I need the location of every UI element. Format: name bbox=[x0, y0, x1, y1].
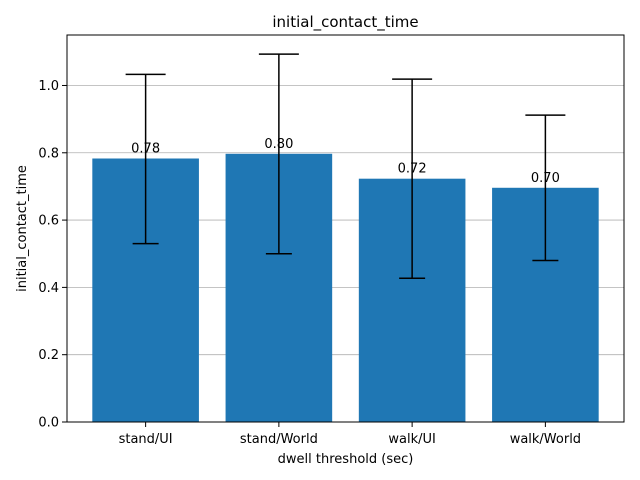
chart-title: initial_contact_time bbox=[272, 13, 418, 32]
y-tick-label: 0.6 bbox=[38, 214, 59, 229]
bars bbox=[92, 153, 599, 422]
y-axis-label: initial_contact_time bbox=[15, 165, 30, 292]
error-bars bbox=[125, 53, 566, 280]
data-label: 0.72 bbox=[398, 162, 427, 177]
plot-frame bbox=[66, 34, 625, 423]
x-tick-label: stand/UI bbox=[119, 432, 173, 447]
y-tick-label: 0.2 bbox=[38, 348, 59, 363]
y-tick-label: 1.0 bbox=[38, 79, 59, 94]
x-axis-label: dwell threshold (sec) bbox=[278, 452, 414, 467]
data-labels: 0.78 0.80 0.72 0.70 bbox=[131, 137, 560, 186]
x-tick-label: walk/UI bbox=[388, 432, 435, 447]
data-label: 0.70 bbox=[531, 171, 560, 186]
x-axis: stand/UI stand/World walk/UI walk/World bbox=[119, 422, 581, 447]
data-label: 0.78 bbox=[131, 142, 160, 157]
x-tick-label: stand/World bbox=[240, 432, 318, 447]
data-label: 0.80 bbox=[264, 137, 293, 152]
y-axis: 0.0 0.2 0.4 0.6 0.8 1.0 bbox=[38, 79, 67, 431]
y-tick-label: 0.4 bbox=[38, 281, 59, 296]
y-tick-label: 0.8 bbox=[38, 146, 59, 161]
x-tick-label: walk/World bbox=[510, 432, 581, 447]
y-tick-label: 0.0 bbox=[38, 416, 59, 431]
